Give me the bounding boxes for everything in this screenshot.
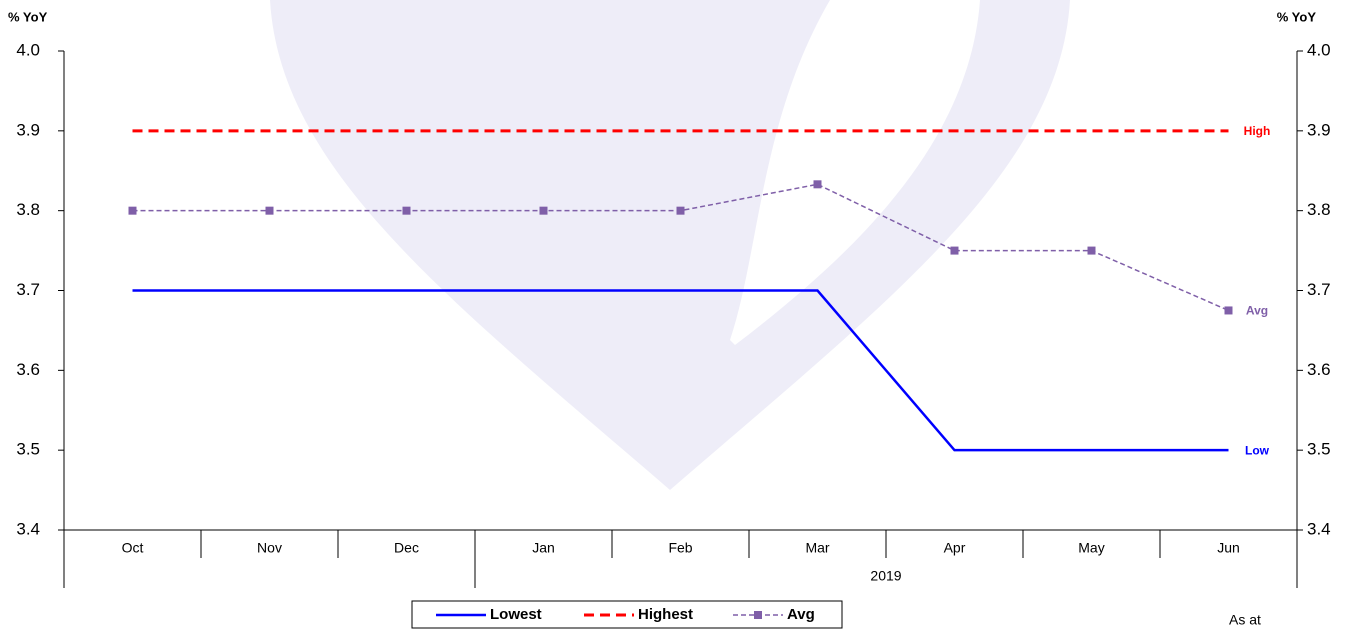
x-tick-label: Mar [805,540,829,556]
legend-marker [754,611,762,619]
end-label: Low [1245,443,1270,457]
y2-axis-label: % YoY [1277,9,1317,24]
end-label: High [1244,124,1271,138]
series-marker [813,180,822,189]
watermark [270,0,1070,490]
y-tick-label: 3.9 [16,120,40,139]
y2-tick-label: 3.6 [1307,360,1331,379]
series-marker [950,246,959,255]
series-marker [265,206,274,215]
series-line [132,289,1229,452]
legend-label: Highest [638,606,693,623]
x-tick-label: Jun [1217,540,1240,556]
y-tick-label: 3.6 [16,360,40,379]
x-tick-label: Dec [394,540,419,556]
series-marker [402,206,411,215]
y2-tick-label: 4.0 [1307,40,1331,59]
series-marker [539,206,548,215]
x-tick-label: May [1078,540,1104,556]
series-marker [1224,306,1233,315]
x-group-label: 2019 [870,568,901,584]
x-tick-label: Oct [122,540,144,556]
series-marker [128,206,137,215]
series-marker [1087,246,1096,255]
watermark-shape [270,0,1070,490]
y-tick-label: 3.4 [16,519,40,538]
x-tick-label: Jan [532,540,555,556]
x-tick-label: Feb [668,540,692,556]
legend: Lowest Highest Avg [411,600,843,629]
y-axis-label: % YoY [8,9,48,24]
y-tick-label: 4.0 [16,40,40,59]
y2-tick-label: 3.7 [1307,280,1331,299]
x-tick-label: Nov [257,540,282,556]
end-label: Avg [1246,304,1268,318]
y-tick-label: 3.8 [16,200,40,219]
series-marker [676,206,685,215]
legend-label: Lowest [490,606,542,623]
y2-tick-label: 3.4 [1307,519,1331,538]
footnote: As at [1229,612,1261,628]
y2-tick-label: 3.9 [1307,120,1331,139]
y-tick-label: 3.5 [16,440,40,459]
y2-tick-label: 3.8 [1307,200,1331,219]
legend-label: Avg [787,606,815,623]
y2-tick-label: 3.5 [1307,440,1331,459]
x-tick-label: Apr [944,540,966,556]
y-tick-label: 3.7 [16,280,40,299]
